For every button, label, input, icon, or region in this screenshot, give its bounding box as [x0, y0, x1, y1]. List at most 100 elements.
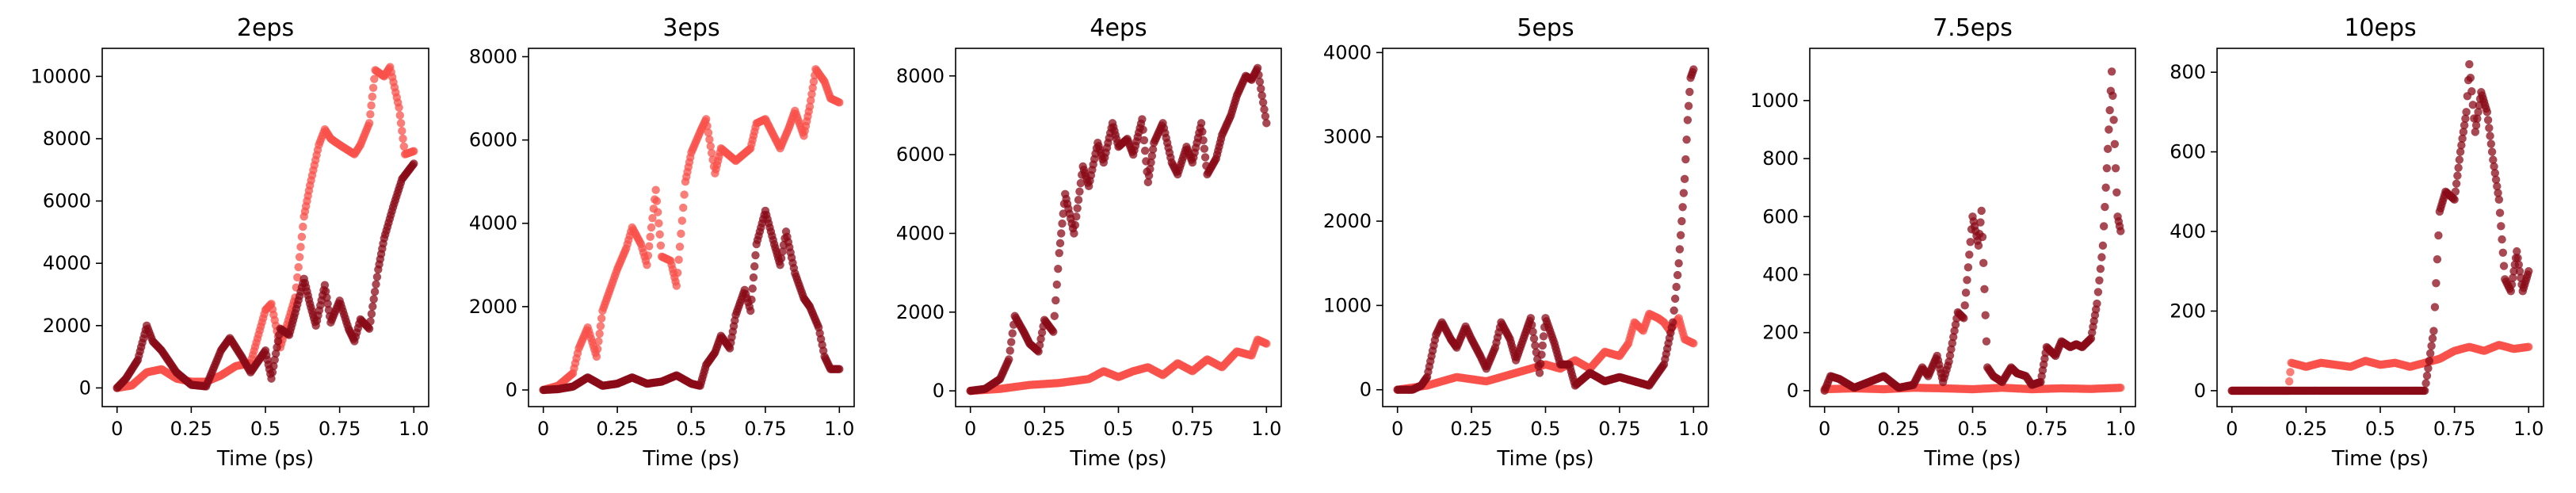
data-point — [656, 241, 666, 250]
data-point — [2430, 303, 2440, 311]
data-point — [646, 232, 654, 242]
data-point — [1070, 220, 1080, 230]
data-point — [2101, 202, 2109, 212]
x-tick-label: 0.75 — [2433, 418, 2475, 440]
y-tick-label: 800 — [2170, 61, 2206, 83]
data-point — [295, 253, 304, 262]
data-point — [2095, 276, 2104, 285]
data-point — [1948, 338, 1957, 348]
x-axis-label: Time (ps) — [2331, 447, 2429, 471]
data-point — [1680, 174, 1689, 184]
data-point — [653, 208, 662, 216]
data-point — [1974, 241, 1983, 250]
x-axis-label: Time (ps) — [216, 447, 314, 471]
data-point — [2498, 235, 2506, 244]
data-point — [654, 219, 663, 227]
data-point — [2426, 349, 2435, 358]
data-point — [1037, 328, 1047, 337]
data-point — [2483, 116, 2493, 124]
data-point — [1673, 270, 1682, 280]
data-point — [1036, 334, 1045, 343]
data-point — [651, 185, 660, 194]
x-tick-label: 1.0 — [1251, 418, 1281, 440]
x-tick-label: 0.75 — [1171, 418, 1213, 440]
data-point — [2473, 114, 2482, 123]
data-point — [293, 273, 302, 282]
data-point — [296, 243, 305, 251]
data-point — [2452, 179, 2461, 188]
data-point — [2509, 267, 2518, 276]
y-tick-label: 0 — [1360, 379, 1372, 401]
data-point — [370, 75, 379, 83]
data-point — [2099, 222, 2109, 231]
x-tick-label: 0.5 — [1530, 418, 1560, 440]
data-point — [2428, 334, 2437, 343]
x-tick-label: 0.5 — [1957, 418, 1987, 440]
data-point — [2489, 155, 2498, 164]
data-point — [1138, 115, 1147, 124]
data-point — [1947, 345, 1956, 354]
data-point — [2424, 364, 2433, 373]
data-point — [652, 197, 662, 205]
data-point — [299, 222, 307, 231]
data-point — [1057, 229, 1066, 238]
data-point — [1529, 334, 1539, 343]
y-tick-label: 200 — [1762, 322, 1799, 344]
data-point — [750, 262, 759, 271]
data-point — [2458, 134, 2467, 143]
data-point — [2111, 164, 2120, 173]
data-point — [2506, 287, 2515, 296]
data-point — [410, 147, 418, 155]
data-point — [367, 309, 376, 319]
data-point — [1963, 263, 1973, 272]
data-point — [1944, 357, 1953, 366]
x-tick-label: 0 — [2226, 418, 2238, 440]
data-point — [268, 368, 277, 376]
data-point — [643, 261, 651, 269]
x-tick-label: 1.0 — [2105, 418, 2135, 440]
data-point — [2491, 175, 2501, 184]
data-point — [2451, 187, 2460, 196]
data-point — [747, 295, 756, 304]
chart-title: 7.5eps — [1933, 14, 2013, 42]
data-point — [594, 337, 603, 346]
data-point — [1200, 153, 1210, 162]
data-point — [703, 121, 712, 131]
data-point — [1949, 332, 1958, 342]
x-axis-label: Time (ps) — [1069, 447, 1166, 471]
data-point — [2490, 169, 2500, 178]
data-point — [679, 203, 688, 212]
data-point — [1006, 346, 1014, 355]
plot-area — [1393, 65, 1698, 394]
data-point — [2456, 147, 2465, 156]
data-point — [271, 349, 280, 358]
data-point — [1055, 239, 1065, 248]
chart-panel-5: 0 0.25 0.5 0.75 1.0 0 200 400 600 800 1000 7.5eps Ti… — [1750, 14, 2136, 471]
data-point — [2112, 188, 2121, 197]
data-point — [2486, 139, 2496, 148]
data-point — [2474, 108, 2483, 117]
data-point — [749, 273, 758, 282]
data-point — [592, 352, 601, 361]
data-point — [647, 223, 656, 232]
x-tick-label: 1.0 — [399, 418, 429, 440]
data-point — [707, 148, 716, 158]
data-point — [2093, 299, 2101, 308]
data-point — [2096, 264, 2105, 273]
data-point — [1146, 165, 1154, 174]
data-point — [395, 103, 403, 112]
data-point — [674, 255, 683, 264]
y-tick-label: 6000 — [469, 129, 517, 151]
data-point — [2486, 132, 2494, 140]
x-tick-label: 0 — [1818, 418, 1830, 440]
data-point — [2103, 144, 2112, 154]
data-point — [1199, 136, 1208, 145]
y-tick-label: 0 — [2194, 380, 2206, 402]
data-point — [2109, 116, 2118, 124]
y-tick-label: 0 — [933, 380, 945, 402]
x-tick-label: 0.5 — [2365, 418, 2395, 440]
data-point — [1978, 232, 1987, 242]
chart-title: 4eps — [1090, 14, 1147, 42]
data-point — [2450, 195, 2459, 204]
data-point — [410, 159, 418, 168]
